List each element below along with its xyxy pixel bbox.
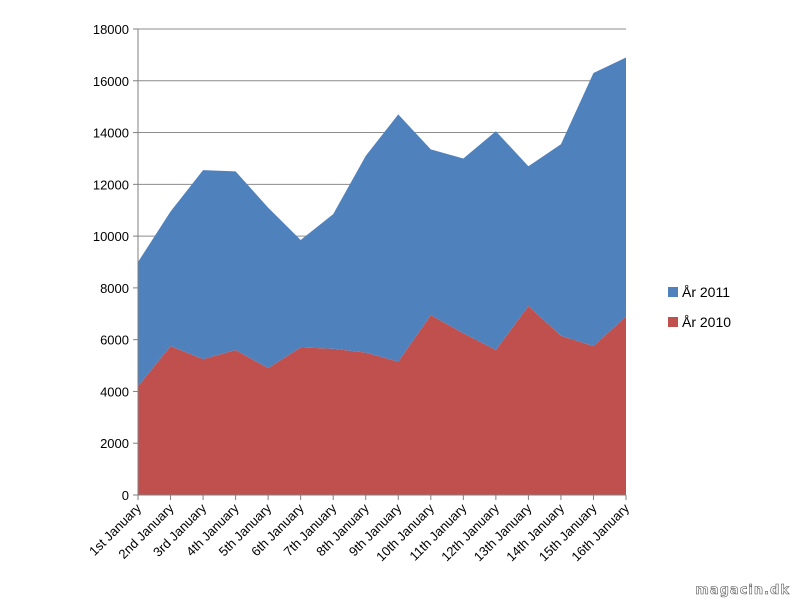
y-tick-label: 16000 — [93, 74, 129, 89]
y-axis-ticks: 0 2000 4000 6000 8000 10000 12000 14000 16000 180… — [93, 22, 138, 503]
legend-label: År 2011 — [682, 284, 730, 300]
legend-swatch — [668, 317, 678, 327]
area-series-2 — [138, 57, 626, 387]
axes — [137, 29, 626, 496]
watermark-logo: magacin.dk — [695, 583, 790, 598]
legend-swatch — [668, 287, 678, 297]
y-tick-label: 10000 — [93, 229, 129, 244]
y-tick-label: 6000 — [100, 333, 129, 348]
y-tick-label: 2000 — [100, 436, 129, 451]
y-tick-label: 8000 — [100, 281, 129, 296]
plot-areas — [138, 57, 626, 495]
legend-label: År 2010 — [682, 314, 731, 330]
area-series-1 — [138, 306, 626, 495]
legend: År 2011 År 2010 — [668, 284, 731, 330]
y-tick-label: 14000 — [93, 126, 129, 141]
y-tick-label: 18000 — [93, 22, 129, 37]
y-tick-label: 12000 — [93, 177, 129, 192]
y-tick-label: 4000 — [100, 384, 129, 399]
y-tick-label: 0 — [122, 488, 129, 503]
